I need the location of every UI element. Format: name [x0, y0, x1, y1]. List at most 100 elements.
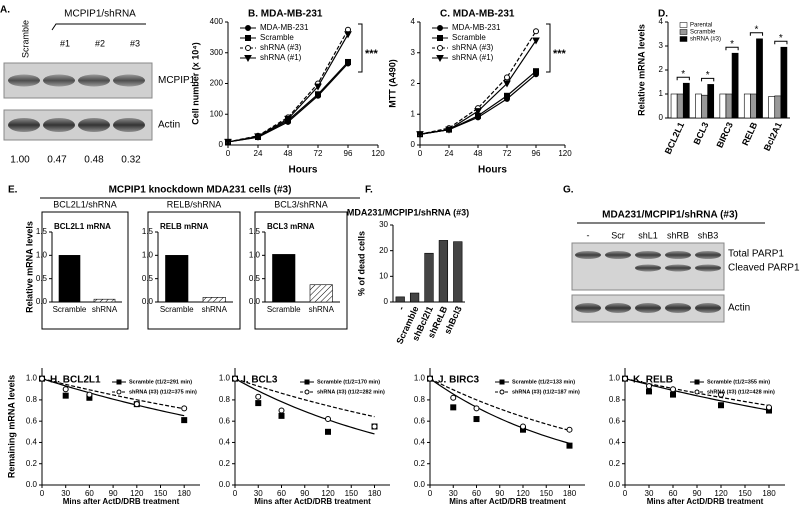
marker: [133, 401, 140, 408]
marker: [245, 35, 251, 41]
blot-band: [635, 251, 661, 259]
marker: [181, 417, 188, 424]
y-tick-label: 0.4: [414, 438, 426, 447]
series-line: [227, 61, 349, 143]
lane-label: Scramble: [20, 20, 30, 58]
marker: [254, 133, 262, 141]
y-tick-label: 300: [210, 48, 224, 57]
x-axis-label: Hours: [289, 165, 318, 176]
panel-frame: [41, 211, 129, 330]
marker: [62, 386, 69, 393]
x-tick-label: Bcl2A1: [762, 121, 784, 153]
x-tick-label: 60: [277, 489, 286, 498]
marker: [718, 402, 724, 409]
x-tick-label: 96: [532, 149, 541, 158]
y-tick-label: 0.0: [249, 297, 261, 306]
y-tick-label: 0.0: [36, 297, 48, 306]
panel-letter: F.: [365, 185, 373, 196]
x-tick-label: 120: [321, 489, 335, 498]
x-tick-label: 0: [226, 149, 231, 158]
chart-title: BCL3/shRNA: [274, 199, 328, 209]
y-tick-label: 1.0: [414, 374, 426, 383]
marker: [473, 405, 480, 412]
x-tick-label: 30: [645, 489, 654, 498]
blot-band: [8, 118, 40, 132]
marker: [646, 388, 652, 395]
bar: [743, 93, 751, 119]
blot-band: [8, 74, 40, 87]
marker: [532, 37, 540, 45]
annotation: *: [681, 69, 685, 80]
y-axis-label: Relative mRNA levels: [24, 221, 34, 313]
marker: [371, 423, 378, 430]
marker: [504, 92, 510, 99]
blot-band: [43, 74, 75, 87]
x-tick-label: shRNA: [92, 305, 118, 314]
bar: [725, 93, 733, 119]
bar: [695, 93, 702, 119]
panel-frame: [147, 211, 241, 330]
marker: [566, 426, 573, 433]
lane-label: shRB: [667, 230, 689, 240]
marker: [304, 389, 310, 395]
x-axis-label: Mins after ActD/DRB treatment: [647, 497, 764, 506]
marker: [416, 131, 424, 139]
x-tick-label: 24: [254, 149, 263, 158]
x-tick-label: 48: [284, 149, 293, 158]
bar: [453, 241, 463, 303]
y-tick-label: 3: [659, 41, 664, 50]
legend-label: Parental: [690, 23, 712, 29]
series-line: [419, 73, 537, 135]
x-tick-label: 180: [563, 489, 577, 498]
blot-band: [605, 303, 631, 313]
marker: [255, 400, 262, 407]
y-tick-label: 3: [411, 48, 416, 57]
marker: [325, 428, 331, 435]
group-label: MCPIP1/shRNA: [64, 9, 136, 20]
marker: [345, 58, 351, 65]
y-tick-label: 2: [659, 65, 664, 74]
x-tick-label: 150: [738, 489, 752, 498]
marker: [284, 115, 292, 123]
bar: [780, 46, 788, 119]
marker: [244, 55, 252, 63]
bar: [165, 255, 189, 303]
marker: [437, 35, 443, 41]
y-tick-label: 0.0: [142, 297, 154, 306]
chart-title: BCL2L1/shRNA: [53, 199, 117, 209]
x-tick-label: 120: [371, 149, 385, 158]
x-tick-label: RELB: [740, 120, 760, 147]
lane-label: shB3: [698, 230, 719, 240]
x-tick-label: -: [396, 305, 406, 312]
marker: [116, 379, 122, 385]
y-tick-label: 0.4: [609, 438, 621, 447]
x-tick-label: Scramble: [53, 305, 87, 314]
legend-label: shRNA (#1): [260, 53, 302, 62]
bar: [424, 252, 434, 303]
y-tick-label: 0: [659, 113, 664, 122]
legend-label: shRNA (#3) (t1/2=187 min): [512, 389, 580, 395]
legend-swatch: [679, 29, 688, 35]
y-tick-label: 0.4: [219, 438, 231, 447]
annotation: *: [779, 33, 783, 44]
x-tick-label: 0: [623, 489, 628, 498]
y-tick-label: 1: [411, 109, 416, 118]
legend-label: Scramble (t1/2=355 min): [707, 379, 770, 385]
x-axis-label: Mins after ActD/DRB treatment: [254, 497, 371, 506]
marker: [499, 379, 505, 385]
chart-title: H. BCL2L1: [50, 375, 101, 386]
fit-curve: [41, 378, 185, 410]
x-tick-label: 120: [130, 489, 144, 498]
y-tick-label: 1.0: [219, 374, 231, 383]
blot-band: [635, 264, 661, 272]
band-label: Total PARP1: [728, 249, 784, 260]
x-tick-label: 0: [233, 489, 238, 498]
band-label: Actin: [728, 303, 750, 314]
legend-swatch: [679, 22, 688, 28]
y-tick-label: 1.0: [36, 250, 48, 259]
x-tick-label: 60: [85, 489, 94, 498]
fit-curve: [41, 378, 185, 417]
annotation: *: [730, 39, 734, 50]
y-tick-label: 0.0: [414, 480, 426, 489]
legend-label: MDA-MB-231: [260, 23, 309, 32]
